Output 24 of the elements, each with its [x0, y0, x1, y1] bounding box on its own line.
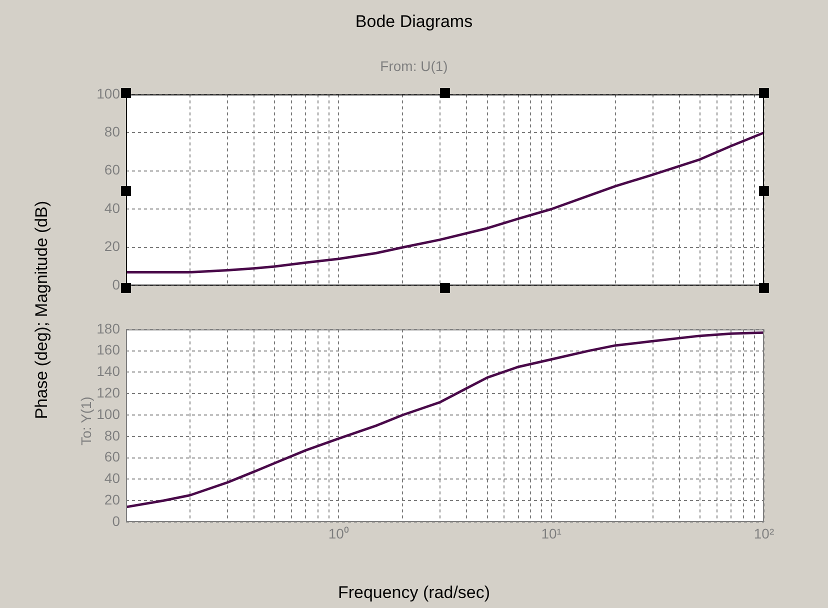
y-tick-label: 100: [96, 406, 120, 422]
y-tick-label: 60: [104, 162, 120, 178]
y-tick-label: 40: [104, 470, 120, 486]
y-tick-label: 160: [96, 342, 120, 358]
y-tick-label: 80: [104, 427, 120, 444]
y-tick-label: 20: [104, 491, 120, 508]
chart-title: Bode Diagrams: [354, 12, 474, 32]
y-tick-label: 60: [104, 448, 120, 465]
y-tick-label: 100: [96, 85, 120, 102]
x-tick-label: 10⁰: [328, 525, 349, 542]
y-tick-label: 120: [96, 384, 120, 400]
y-tick-label: 80: [104, 124, 120, 140]
x-tick-label: 10²: [754, 525, 774, 542]
y-tick-label: 40: [104, 200, 120, 216]
x-tick-label: 10¹: [541, 525, 562, 542]
y-tick-label: 180: [96, 320, 120, 336]
y-tick-label: 0: [112, 276, 120, 292]
y-tick-label: 20: [104, 238, 120, 254]
chart-subtitle: From: U(1): [379, 58, 449, 74]
y-tick-label: 0: [112, 512, 120, 529]
y-tick-label: 140: [96, 363, 120, 380]
x-axis-title: Frequency (rad/sec): [336, 583, 492, 603]
y-axis-title: To: Y(1): [77, 396, 95, 448]
y-axis-title: Phase (deg); Magnitude (dB): [32, 200, 52, 422]
